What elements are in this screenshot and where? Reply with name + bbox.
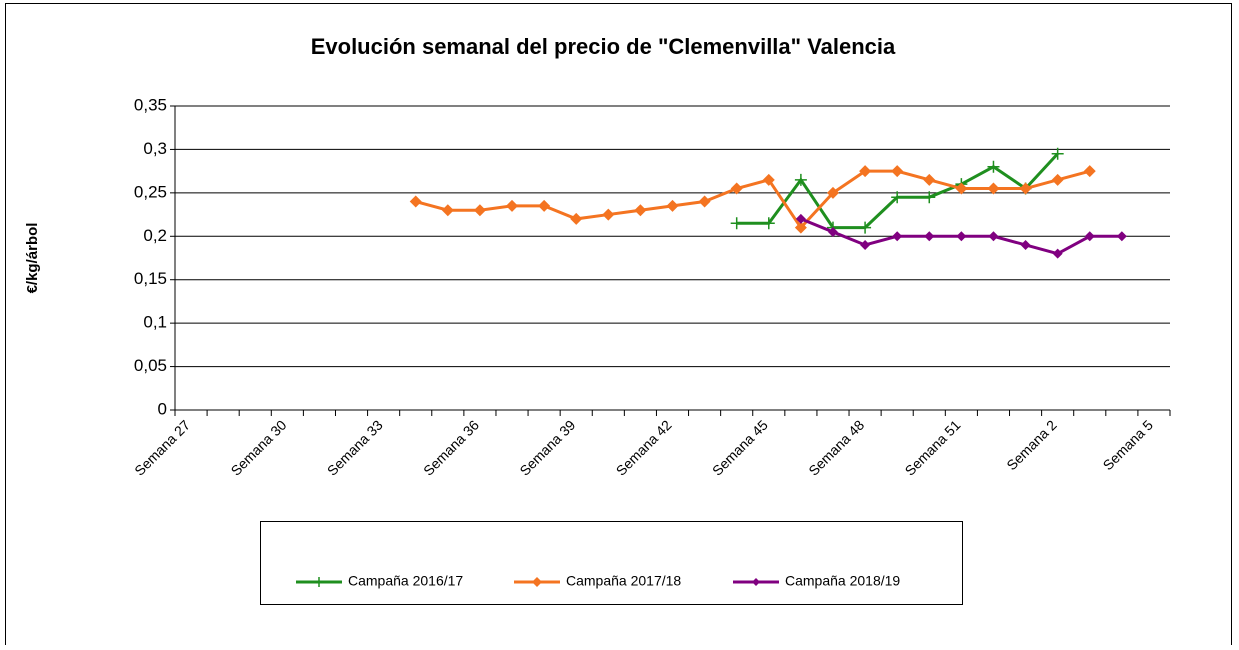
point: [794, 221, 807, 234]
y-tick-label: 0,05: [134, 356, 167, 375]
point: [924, 231, 935, 242]
point: [923, 191, 936, 204]
point: [1084, 231, 1095, 242]
point: [762, 217, 775, 230]
point: [1051, 173, 1064, 186]
point: [1052, 248, 1063, 259]
y-tick-label: 0,3: [143, 139, 167, 158]
chart-title: Evolución semanal del precio de "Clemenv…: [311, 34, 896, 59]
point: [634, 204, 647, 217]
point: [794, 173, 807, 186]
point: [826, 186, 839, 199]
y-tick-label: 0,2: [143, 226, 167, 245]
point: [923, 173, 936, 186]
point: [955, 182, 968, 195]
legend-label: Campaña 2018/19: [785, 573, 900, 589]
legend-label: Campaña 2016/17: [348, 573, 463, 589]
point: [538, 199, 551, 212]
y-tick-label: 0: [158, 399, 167, 418]
legend-box: [260, 521, 963, 605]
y-tick-label: 0,25: [134, 182, 167, 201]
y-tick-label: 0,15: [134, 269, 167, 288]
point: [987, 182, 1000, 195]
point: [891, 165, 904, 178]
point: [795, 213, 806, 224]
y-axis-label: €/kg/árbol: [24, 223, 41, 294]
point: [762, 173, 775, 186]
point: [730, 217, 743, 230]
legend-marker: [752, 578, 760, 586]
point: [1020, 239, 1031, 250]
point: [891, 191, 904, 204]
point: [1083, 165, 1096, 178]
series-line: [415, 169, 1091, 231]
legend-marker: [314, 577, 324, 587]
point: [859, 221, 872, 234]
y-tick-label: 0,1: [143, 313, 167, 332]
point: [956, 231, 967, 242]
point: [827, 226, 838, 237]
point: [860, 239, 871, 250]
point: [1019, 182, 1032, 195]
point: [473, 204, 486, 217]
point: [409, 195, 422, 208]
point: [892, 231, 903, 242]
y-tick-label: 0,35: [134, 95, 167, 114]
point: [1116, 231, 1127, 242]
point: [441, 204, 454, 217]
legend-label: Campaña 2017/18: [566, 573, 681, 589]
point: [698, 195, 711, 208]
point: [859, 165, 872, 178]
legend-marker: [532, 577, 542, 587]
point: [1051, 147, 1064, 160]
point: [570, 212, 583, 225]
point: [602, 208, 615, 221]
point: [988, 231, 999, 242]
point: [666, 199, 679, 212]
point: [730, 182, 743, 195]
point: [987, 160, 1000, 173]
point: [506, 199, 519, 212]
